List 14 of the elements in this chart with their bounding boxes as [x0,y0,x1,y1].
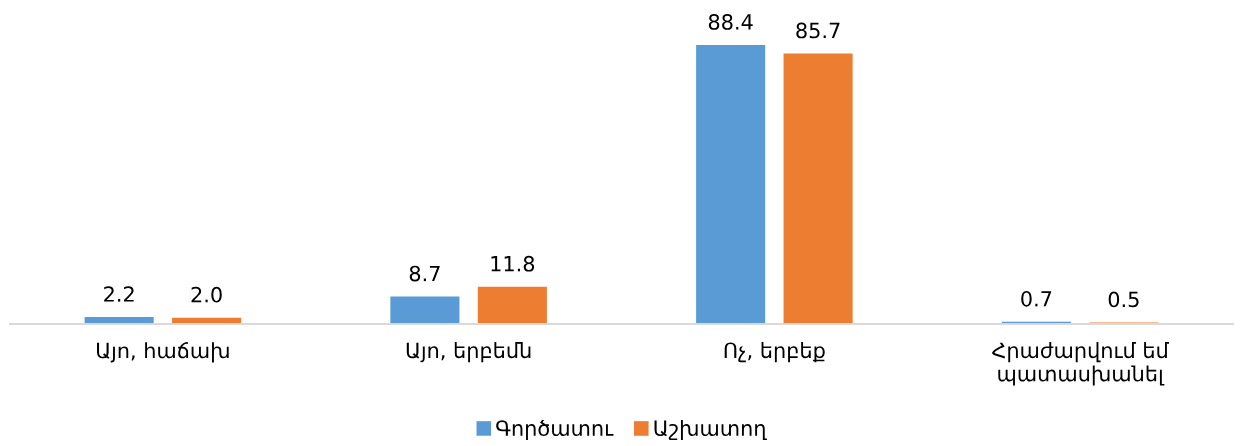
data-label: 88.4 [708,14,753,30]
x-tick-label: Այո, երբեմն [406,342,531,363]
data-label: 2.2 [104,286,134,302]
data-label: 85.7 [796,22,840,39]
x-tick-label: Հրաժարվում եմ պատասխանել [992,342,1170,386]
legend-label: Գործատու [496,419,614,441]
data-label: 11.8 [491,255,535,272]
data-label: 0.5 [1108,291,1139,308]
x-tick-label: Այո, հաճախ [97,342,229,363]
data-label: 0.7 [1021,290,1052,307]
data-label: 2.0 [191,286,222,303]
data-label: 8.7 [409,265,440,282]
x-tick-label: Ոչ, երբեք [724,342,825,363]
legend-label: Աշխատող [654,419,767,441]
